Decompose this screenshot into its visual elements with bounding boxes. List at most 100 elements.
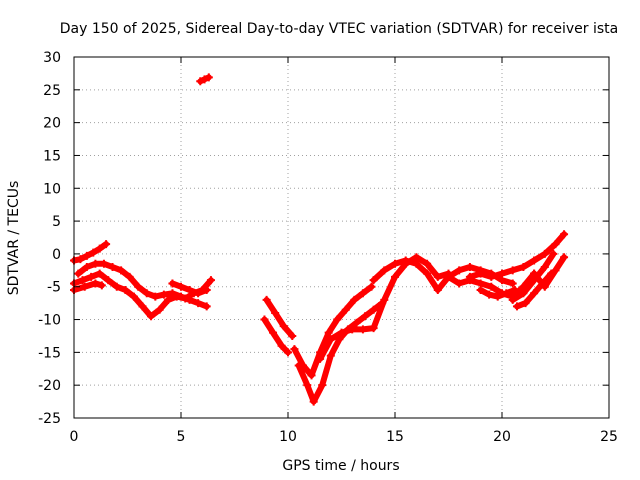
data-point — [271, 308, 280, 317]
y-tick-label: -25 — [38, 411, 61, 427]
data-point — [185, 286, 194, 295]
data-point — [168, 279, 177, 288]
data-point — [82, 263, 91, 272]
data-point — [530, 256, 539, 265]
data-point — [551, 266, 560, 275]
data-point — [89, 248, 98, 257]
data-point — [82, 251, 91, 260]
data-point — [309, 397, 318, 406]
series-arc-o — [508, 249, 558, 304]
data-point — [104, 276, 113, 285]
data-point — [138, 302, 147, 311]
y-tick-label: 20 — [43, 116, 61, 132]
y-tick-label: -20 — [38, 378, 61, 394]
y-tick-label: 15 — [43, 148, 61, 164]
y-tick-label: 0 — [52, 247, 61, 263]
axis-layer: 0 5 10 15 20 25 -25 -20 -15 -10 -5 0 5 10 15 20 25 30 — [38, 50, 618, 445]
x-tick-label: 20 — [493, 429, 511, 445]
series-arc-q — [512, 269, 556, 311]
data-point — [200, 75, 209, 84]
data-point — [538, 279, 547, 288]
data-point — [367, 282, 376, 291]
data-point — [560, 230, 569, 239]
x-axis-label: GPS time / hours — [282, 458, 399, 474]
series-arc-a — [70, 240, 111, 265]
grid-layer — [74, 57, 609, 418]
y-tick-label: 10 — [43, 181, 61, 197]
data-point — [401, 256, 410, 265]
data-point — [549, 249, 558, 258]
data-point — [333, 315, 342, 324]
data-point — [348, 325, 357, 334]
plot-frame — [73, 56, 610, 419]
data-point — [560, 253, 569, 262]
data-point — [391, 272, 399, 281]
data-point — [316, 354, 325, 363]
data-point — [547, 269, 556, 278]
data-point — [455, 266, 464, 275]
data-point — [352, 318, 361, 327]
data-point — [117, 266, 126, 275]
series-arc-g — [262, 295, 297, 340]
data-point — [76, 255, 85, 264]
data-point — [206, 276, 215, 285]
data-point — [341, 305, 350, 314]
y-tick-label: -5 — [47, 280, 61, 296]
data-point — [121, 286, 130, 295]
data-point — [159, 290, 168, 299]
y-tick-label: 5 — [52, 214, 61, 230]
data-point — [202, 286, 211, 295]
data-point — [444, 272, 453, 281]
data-point — [204, 73, 213, 82]
series-line — [261, 316, 291, 356]
series-line — [75, 260, 210, 310]
series-arc-e — [168, 279, 211, 298]
data-point — [129, 292, 138, 301]
series-layer — [70, 73, 569, 406]
data-point — [326, 335, 335, 344]
series-arc-c — [74, 259, 211, 311]
data-point — [134, 282, 143, 291]
x-tick-label: 15 — [386, 429, 404, 445]
y-tick-label: 30 — [43, 50, 61, 66]
data-point — [350, 295, 359, 304]
series-line — [291, 283, 375, 379]
data-point — [521, 299, 530, 308]
y-tick-label: -15 — [38, 345, 61, 361]
data-point — [493, 292, 502, 301]
data-point — [78, 276, 87, 285]
data-point — [95, 269, 104, 278]
series-arc-h — [260, 315, 292, 357]
data-point — [177, 282, 185, 291]
data-point — [476, 286, 485, 295]
data-point — [465, 272, 474, 281]
data-point — [202, 302, 211, 311]
x-tick-label: 5 — [177, 429, 186, 445]
data-point — [551, 240, 560, 249]
data-point — [125, 272, 134, 281]
data-point — [369, 276, 378, 285]
data-point — [194, 289, 203, 298]
x-tick-label: 25 — [600, 429, 618, 445]
data-point — [108, 263, 117, 272]
data-point — [369, 324, 378, 333]
data-point — [508, 266, 517, 275]
data-point — [508, 295, 517, 304]
data-point — [168, 289, 177, 298]
data-point — [155, 305, 164, 314]
y-axis-label: SDTVAR / TECUs — [6, 181, 22, 296]
data-point — [95, 244, 104, 253]
data-point — [380, 295, 389, 304]
data-point — [512, 302, 521, 311]
data-point — [151, 292, 160, 301]
data-point — [369, 305, 378, 314]
data-point — [476, 269, 485, 278]
data-point — [294, 361, 303, 370]
data-point — [510, 286, 519, 295]
y-tick-label: -10 — [38, 313, 61, 329]
data-point — [455, 279, 464, 288]
y-tick-label: 25 — [43, 83, 61, 99]
data-point — [290, 345, 299, 354]
data-point — [164, 295, 173, 304]
